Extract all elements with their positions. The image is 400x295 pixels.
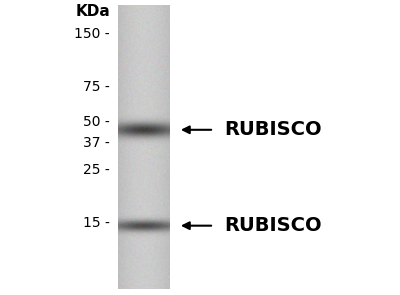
Text: KDa: KDa	[75, 4, 110, 19]
Text: 75 -: 75 -	[83, 80, 110, 94]
Text: RUBISCO: RUBISCO	[224, 216, 322, 235]
Text: 50 -: 50 -	[83, 115, 110, 130]
Text: 25 -: 25 -	[83, 163, 110, 177]
Text: 15 -: 15 -	[83, 216, 110, 230]
Text: 37 -: 37 -	[83, 136, 110, 150]
Text: RUBISCO: RUBISCO	[224, 120, 322, 139]
Text: 150 -: 150 -	[74, 27, 110, 41]
